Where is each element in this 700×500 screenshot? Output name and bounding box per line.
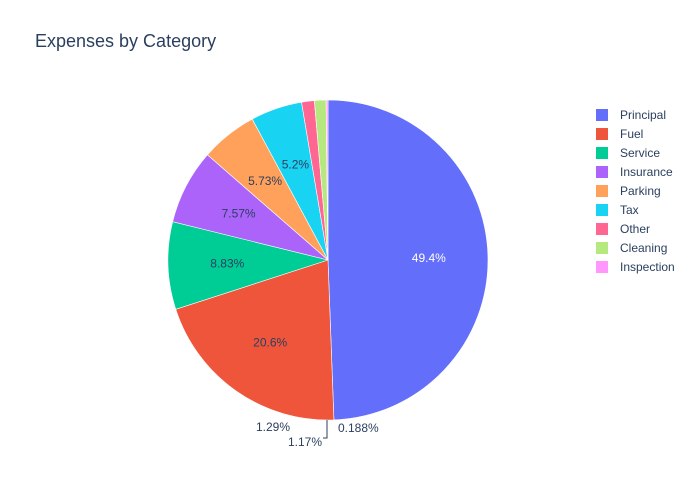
legend-swatch [596,109,608,121]
slice-label-insurance: 7.57% [222,207,256,221]
legend-label: Inspection [620,260,675,274]
legend-label: Tax [620,203,639,217]
slice-label-parking: 5.73% [248,174,282,188]
label-leader-line [323,420,328,439]
slice-label-principal: 49.4% [412,251,446,265]
pie-slice-service[interactable] [167,221,330,310]
legend-label: Insurance [620,165,673,179]
legend-item-service[interactable]: Service [596,146,660,160]
legend-label: Parking [620,184,661,198]
legend-swatch [596,204,608,216]
legend-item-principal[interactable]: Principal [596,108,666,122]
slice-label-fuel: 20.6% [253,336,287,350]
legend-swatch [596,147,608,159]
pie-slices [167,99,489,421]
legend-item-cleaning[interactable]: Cleaning [596,241,667,255]
pie-slice-fuel[interactable] [175,259,335,421]
legend-item-tax[interactable]: Tax [596,203,639,217]
legend-label: Other [620,222,650,236]
pie-slice-inspection[interactable] [325,99,329,261]
pie-labels: 49.4% 20.6% 8.83% 7.57% 5.73%5.2% 1.29%1.17% 0… [210,158,446,449]
legend-item-fuel[interactable]: Fuel [596,127,643,141]
legend-swatch [596,242,608,254]
legend-swatch [596,261,608,273]
legend-item-other[interactable]: Other [596,222,650,236]
legend-label: Service [620,146,660,160]
legend-label: Fuel [620,127,643,141]
chart-title: Expenses by Category [35,31,217,51]
slice-label-inspection: 0.188% [338,421,379,435]
legend-swatch [596,166,608,178]
legend: Principal Fuel Service Insurance Parking Tax O… [596,108,675,274]
slice-label-cleaning: 1.17% [288,435,322,449]
legend-item-parking[interactable]: Parking [596,184,661,198]
legend-item-insurance[interactable]: Insurance [596,165,673,179]
slice-label-service: 8.83% [210,257,244,271]
pie-slice-principal[interactable] [327,99,489,421]
legend-swatch [596,223,608,235]
slice-label-tax: 5.2% [282,158,310,172]
legend-label: Principal [620,108,666,122]
slice-label-other: 1.29% [256,420,290,434]
legend-item-inspection[interactable]: Inspection [596,260,675,274]
legend-label: Cleaning [620,241,667,255]
legend-swatch [596,185,608,197]
legend-swatch [596,128,608,140]
